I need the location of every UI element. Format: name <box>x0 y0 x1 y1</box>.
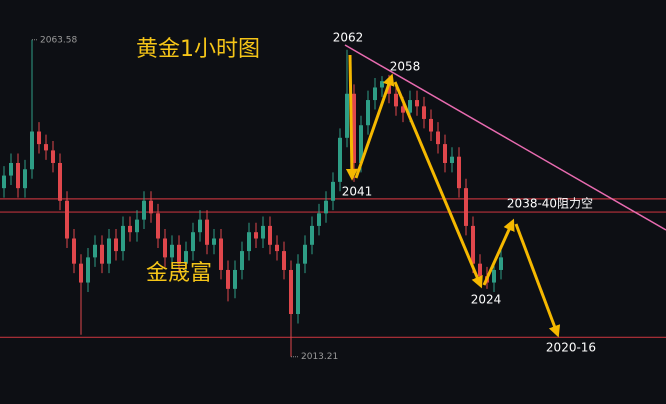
candle-body <box>170 244 174 258</box>
annotation: 2062 <box>333 31 364 45</box>
candle-body <box>429 118 433 132</box>
candle-body <box>296 263 300 315</box>
candle-body <box>100 244 104 264</box>
trend-line <box>344 44 666 231</box>
candle-body <box>9 162 13 176</box>
candle-body <box>352 93 356 163</box>
candle-body <box>324 200 328 214</box>
candle-body <box>233 269 237 289</box>
candle-body <box>247 232 251 252</box>
candle-body <box>93 244 97 258</box>
candle-body <box>184 251 188 264</box>
watermark: 金晟富 <box>146 261 212 286</box>
candle-body <box>191 232 195 252</box>
candle-body <box>380 81 384 88</box>
candle-body <box>310 225 314 245</box>
arrows <box>345 54 561 338</box>
candle-body <box>135 219 139 233</box>
candle-body <box>37 131 41 145</box>
annotation: 2020-16 <box>546 341 596 355</box>
candle-body <box>422 106 426 119</box>
candle-body <box>149 200 153 214</box>
candle-body <box>198 219 202 233</box>
candle-body <box>261 225 265 239</box>
annotation: 2038-40阻力空 <box>507 197 593 211</box>
candle-body <box>177 244 181 264</box>
candle-body <box>30 131 34 170</box>
candle-body <box>114 238 118 252</box>
candle-body <box>373 87 377 101</box>
candle-body <box>436 131 440 145</box>
arrow <box>345 54 358 181</box>
candle-body <box>289 269 293 315</box>
candle-body <box>51 150 55 163</box>
arrow <box>354 73 395 179</box>
candle-body <box>72 238 76 264</box>
candle-body <box>443 144 447 163</box>
candle-body <box>331 181 335 201</box>
extreme-label: 2063.58 <box>40 35 77 45</box>
candle-body <box>44 144 48 151</box>
arrow <box>393 81 483 289</box>
candle-body <box>240 251 244 270</box>
candle-body <box>65 200 69 239</box>
annotation: 2024 <box>471 293 502 307</box>
candle-body <box>156 213 160 239</box>
candle-body <box>107 238 111 264</box>
candle-body <box>450 156 454 163</box>
candle-body <box>303 244 307 264</box>
arrow <box>482 218 515 286</box>
candle-body <box>16 162 20 189</box>
candle-body <box>338 137 342 182</box>
annotation: 2058 <box>390 60 421 74</box>
extreme-label: 2013.21 <box>301 352 338 362</box>
candle-body <box>464 188 468 226</box>
candle-body <box>79 263 83 283</box>
candle-body <box>219 238 223 270</box>
candle-body <box>142 200 146 220</box>
candle-body <box>163 238 167 258</box>
annotation: 2041 <box>342 185 373 199</box>
candle-body <box>317 213 321 226</box>
candle-body <box>457 156 461 189</box>
candle-body <box>268 225 272 245</box>
candle-body <box>23 169 27 189</box>
arrow <box>514 223 561 338</box>
candle-body <box>408 100 412 113</box>
chart-title: 黄金1小时图 <box>136 37 260 62</box>
candle-body <box>212 238 216 245</box>
candle-body <box>394 93 398 107</box>
candle-body <box>345 93 349 138</box>
candle-body <box>415 100 419 107</box>
candle-body <box>254 232 258 239</box>
candle-body <box>471 225 475 264</box>
candle-body <box>478 263 482 277</box>
candle-body <box>366 100 370 126</box>
candle-body <box>282 251 286 270</box>
candle-body <box>128 225 132 233</box>
candle-body <box>499 257 503 270</box>
candle-body <box>86 257 90 283</box>
candle-body <box>2 175 6 189</box>
candle-body <box>359 125 363 163</box>
candle-body <box>58 162 62 201</box>
candle-body <box>121 225 125 252</box>
candle-body <box>205 219 209 245</box>
candle-body <box>492 269 496 283</box>
candle-body <box>226 269 230 289</box>
candle-body <box>401 106 405 113</box>
candle-body <box>275 244 279 252</box>
